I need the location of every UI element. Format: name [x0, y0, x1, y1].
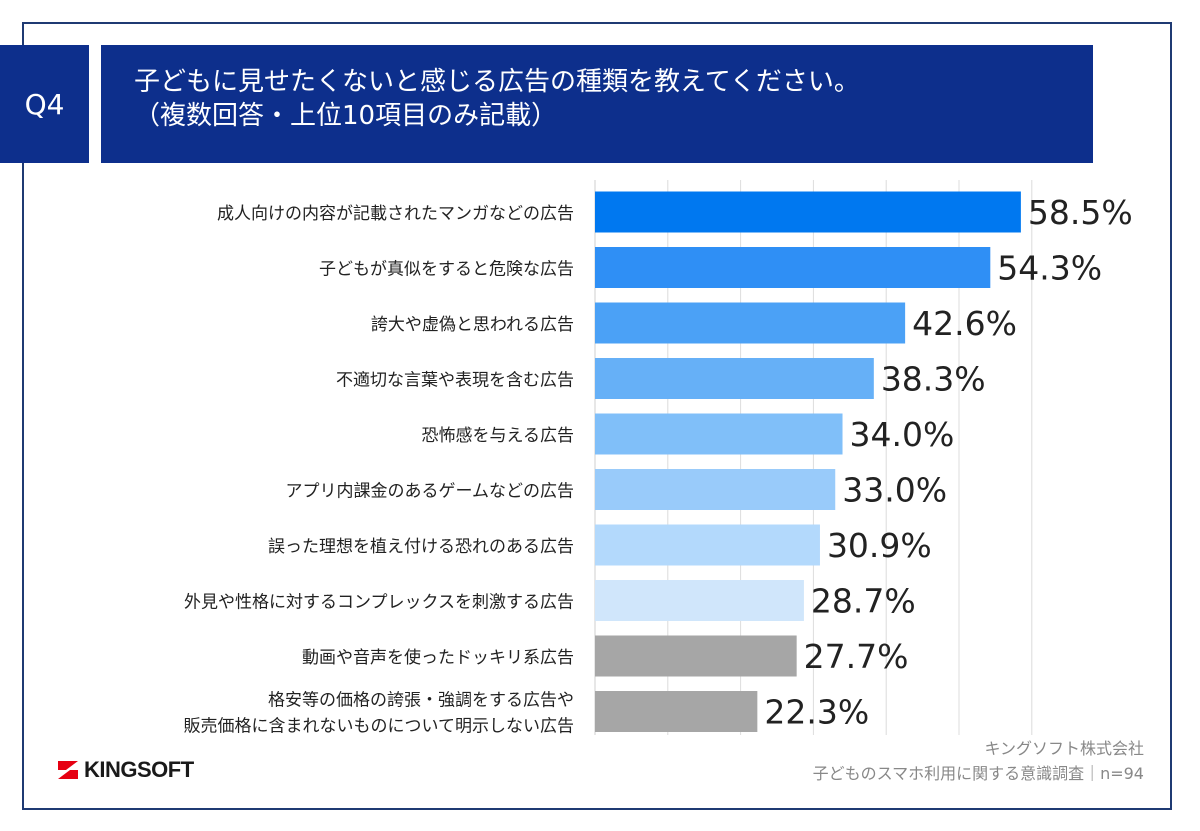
- question-title: 子どもに見せたくないと感じる広告の種類を教えてください。: [134, 67, 860, 97]
- source-survey: 子どものスマホ利用に関する意識調査｜n=94: [812, 764, 1144, 783]
- category-label: 恐怖感を与える広告: [422, 426, 575, 446]
- question-number: Q4: [24, 87, 65, 121]
- data-label: 30.9%: [827, 526, 932, 565]
- brand-logo: KINGSOFT: [56, 757, 194, 783]
- question-subtitle: （複数回答・上位10項目のみ記載）: [134, 101, 558, 131]
- data-label: 58.5%: [1028, 193, 1133, 232]
- category-label: 誇大や虚偽と思われる広告: [371, 315, 574, 335]
- data-label: 42.6%: [912, 304, 1017, 343]
- bar: [595, 413, 843, 455]
- category-label: 動画や音声を使ったドッキリ系広告: [302, 647, 574, 668]
- data-label: 27.7%: [804, 637, 909, 676]
- bar: [595, 302, 906, 344]
- source-note: キングソフト株式会社 子どものスマホ利用に関する意識調査｜n=94: [813, 736, 1144, 786]
- source-company: キングソフト株式会社: [984, 739, 1144, 758]
- bar: [595, 191, 1021, 233]
- bar: [595, 580, 804, 621]
- bar: [595, 358, 874, 399]
- category-label: アプリ内課金のあるゲームなどの広告: [286, 482, 575, 502]
- data-label: 54.3%: [997, 249, 1102, 288]
- category-label: 誤った理想を植え付ける恐れのある広告: [268, 537, 574, 557]
- bar: [595, 691, 758, 732]
- data-label: 38.3%: [881, 360, 986, 399]
- bar: [595, 635, 797, 677]
- kingsoft-logo-icon: [58, 761, 78, 779]
- category-label: 子どもが真似をすると危険な広告: [319, 260, 574, 280]
- bar: [595, 469, 836, 510]
- data-label: 22.3%: [764, 693, 869, 732]
- category-label: 不適切な言葉や表現を含む広告: [336, 371, 574, 391]
- category-label: 販売価格に含まれないものについて明示しない広告: [184, 717, 575, 737]
- question-number-badge: Q4: [0, 45, 89, 163]
- data-label: 28.7%: [811, 582, 916, 621]
- chart-frame: [22, 22, 1172, 810]
- data-label: 33.0%: [842, 471, 947, 510]
- category-label: 外見や性格に対するコンプレックスを刺激する広告: [184, 593, 574, 613]
- category-label: 成人向けの内容が記載されたマンガなどの広告: [217, 204, 574, 224]
- brand-name: KINGSOFT: [84, 757, 194, 782]
- bar: [595, 524, 820, 566]
- question-title-box: 子どもに見せたくないと感じる広告の種類を教えてください。 （複数回答・上位10項…: [101, 45, 1093, 163]
- bar: [595, 247, 991, 288]
- data-label: 34.0%: [850, 415, 955, 454]
- category-label: 格安等の価格の誇張・強調をする広告や: [268, 691, 574, 711]
